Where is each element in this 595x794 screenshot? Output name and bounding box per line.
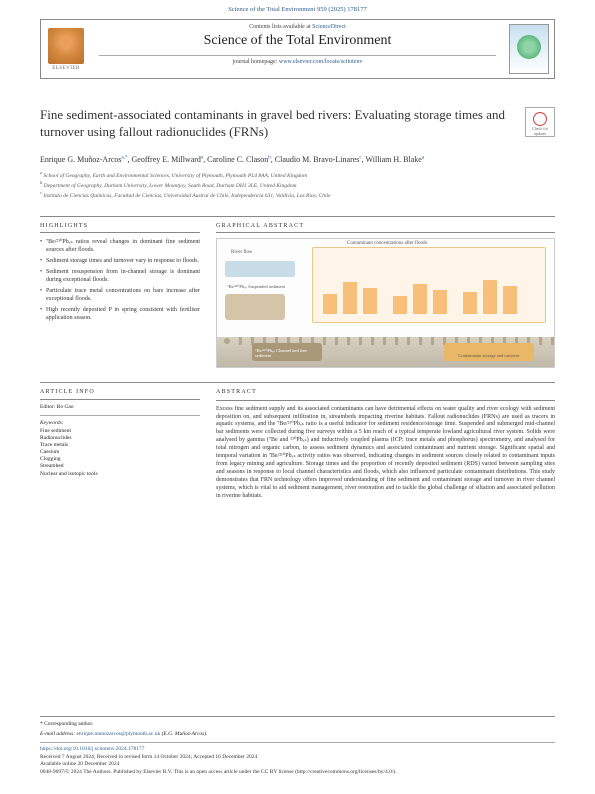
abstract-text: Excess fine sediment supply and its asso…: [216, 406, 555, 501]
received-line: Received 7 August 2024; Received in revi…: [40, 754, 555, 761]
ga-contam-label: Contaminant concentrations after floods: [347, 241, 427, 246]
keyword: Fine sediment: [40, 428, 200, 435]
abstract-column: ABSTRACT Excess fine sediment supply and…: [216, 389, 555, 501]
elsevier-tree-icon: [48, 28, 84, 64]
ga-bar: [433, 290, 447, 314]
homepage-link[interactable]: www.elsevier.com/locate/scitotenv: [279, 59, 363, 65]
highlight-item: Particulate trace metal concentrations o…: [40, 287, 200, 303]
journal-name: Science of the Total Environment: [99, 33, 496, 49]
affiliations: a School of Geography, Earth and Environ…: [40, 170, 555, 200]
title-block: Check for updates Fine sediment-associat…: [40, 107, 555, 141]
keyword: Nuclear and isotopic tools: [40, 471, 200, 478]
highlights-column: HIGHLIGHTS ⁷Be/²¹⁰Pbₓₛ ratios reveal cha…: [40, 223, 200, 368]
contents-line: Contents lists available at ScienceDirec…: [99, 24, 496, 30]
graphical-column: GRAPHICAL ABSTRACT River flow Contaminan…: [216, 223, 555, 368]
highlight-item: Sediment resuspension from in-channel st…: [40, 268, 200, 284]
ga-bar: [413, 284, 427, 314]
header-center: Contents lists available at ScienceDirec…: [91, 20, 504, 78]
graphical-head: GRAPHICAL ABSTRACT: [216, 223, 555, 233]
keyword: Caesium: [40, 449, 200, 456]
keyword: Streambed: [40, 463, 200, 470]
footer: * Corresponding author. E-mail address: …: [40, 716, 555, 776]
highlight-item: ⁷Be/²¹⁰Pbₓₛ ratios reveal changes in dom…: [40, 238, 200, 254]
ga-bar: [323, 294, 337, 314]
ga-bar: [363, 288, 377, 314]
ga-bar: [393, 296, 407, 314]
ga-bar: [343, 282, 357, 314]
highlights-head: HIGHLIGHTS: [40, 223, 200, 233]
article-title: Fine sediment-associated contaminants in…: [40, 107, 555, 141]
ga-channel-label: ⁷Be/²¹⁰Pbₓₛ Channel bed fine sediment: [255, 349, 319, 359]
corresponding-author: * Corresponding author.: [40, 721, 555, 728]
keyword: Radionuclides: [40, 435, 200, 442]
homepage-line: journal homepage: www.elsevier.com/locat…: [99, 55, 496, 65]
ga-bar: [503, 286, 517, 314]
ga-river: [225, 261, 295, 277]
publisher-label: ELSEVIER: [52, 66, 80, 71]
ga-bar: [483, 280, 497, 314]
abstract-head: ABSTRACT: [216, 389, 555, 401]
graphical-abstract-figure: River flow Contaminant concentrations af…: [216, 238, 555, 368]
ga-storage-label: Contaminant storage and turnover: [448, 354, 530, 359]
copyright-line: 0048-9697/© 2024 The Authors. Published …: [40, 769, 555, 776]
journal-header: ELSEVIER Contents lists available at Sci…: [40, 19, 555, 79]
ga-suspended-box: [225, 294, 285, 320]
homepage-prefix: journal homepage:: [233, 59, 279, 65]
available-line: Available online 20 December 2024: [40, 761, 555, 768]
article-info-column: ARTICLE INFO Editor: Bo Gao Keywords: Fi…: [40, 389, 200, 501]
ga-bar: [463, 292, 477, 314]
editor-line: Editor: Bo Gao: [40, 404, 200, 415]
keyword: Trace metals: [40, 442, 200, 449]
email-link[interactable]: enrique.munozarcos@plymouth.ac.uk: [76, 731, 160, 737]
highlight-item: Sediment storage times and turnover vary…: [40, 257, 200, 265]
ga-river-flow-label: River flow: [231, 250, 253, 255]
email-suffix: (E.G. Muñoz-Arcos).: [160, 731, 207, 737]
highlights-graphical-row: HIGHLIGHTS ⁷Be/²¹⁰Pbₓₛ ratios reveal cha…: [40, 216, 555, 368]
email-label: E-mail address:: [40, 731, 76, 737]
article-info-head: ARTICLE INFO: [40, 389, 200, 401]
cover-image: [509, 24, 549, 74]
contents-prefix: Contents lists available at: [249, 24, 312, 30]
ga-contam-box: [312, 247, 546, 323]
journal-cover: [504, 20, 554, 78]
email-line: E-mail address: enrique.munozarcos@plymo…: [40, 731, 555, 738]
top-citation: Science of the Total Environment 959 (20…: [0, 0, 595, 16]
keywords-head: Keywords:: [40, 420, 200, 427]
highlights-list: ⁷Be/²¹⁰Pbₓₛ ratios reveal changes in dom…: [40, 238, 200, 323]
info-abstract-row: ARTICLE INFO Editor: Bo Gao Keywords: Fi…: [40, 382, 555, 501]
check-updates-badge[interactable]: Check for updates: [525, 107, 555, 137]
authors-line: Enrique G. Muñoz-Arcosa,*, Geoffrey E. M…: [40, 155, 555, 164]
keyword: Clogging: [40, 456, 200, 463]
keyword-list: Fine sedimentRadionuclidesTrace metalsCa…: [40, 428, 200, 478]
elsevier-logo: ELSEVIER: [41, 20, 91, 78]
sciencedirect-link[interactable]: ScienceDirect: [312, 24, 346, 30]
doi-link[interactable]: https://doi.org/10.1016/j.scitotenv.2024…: [40, 742, 555, 753]
highlight-item: High recently deposited P in spring cons…: [40, 306, 200, 322]
ga-suspended-label: ⁷Be/²¹⁰Pbₓₛ Suspended sediment: [227, 285, 287, 290]
